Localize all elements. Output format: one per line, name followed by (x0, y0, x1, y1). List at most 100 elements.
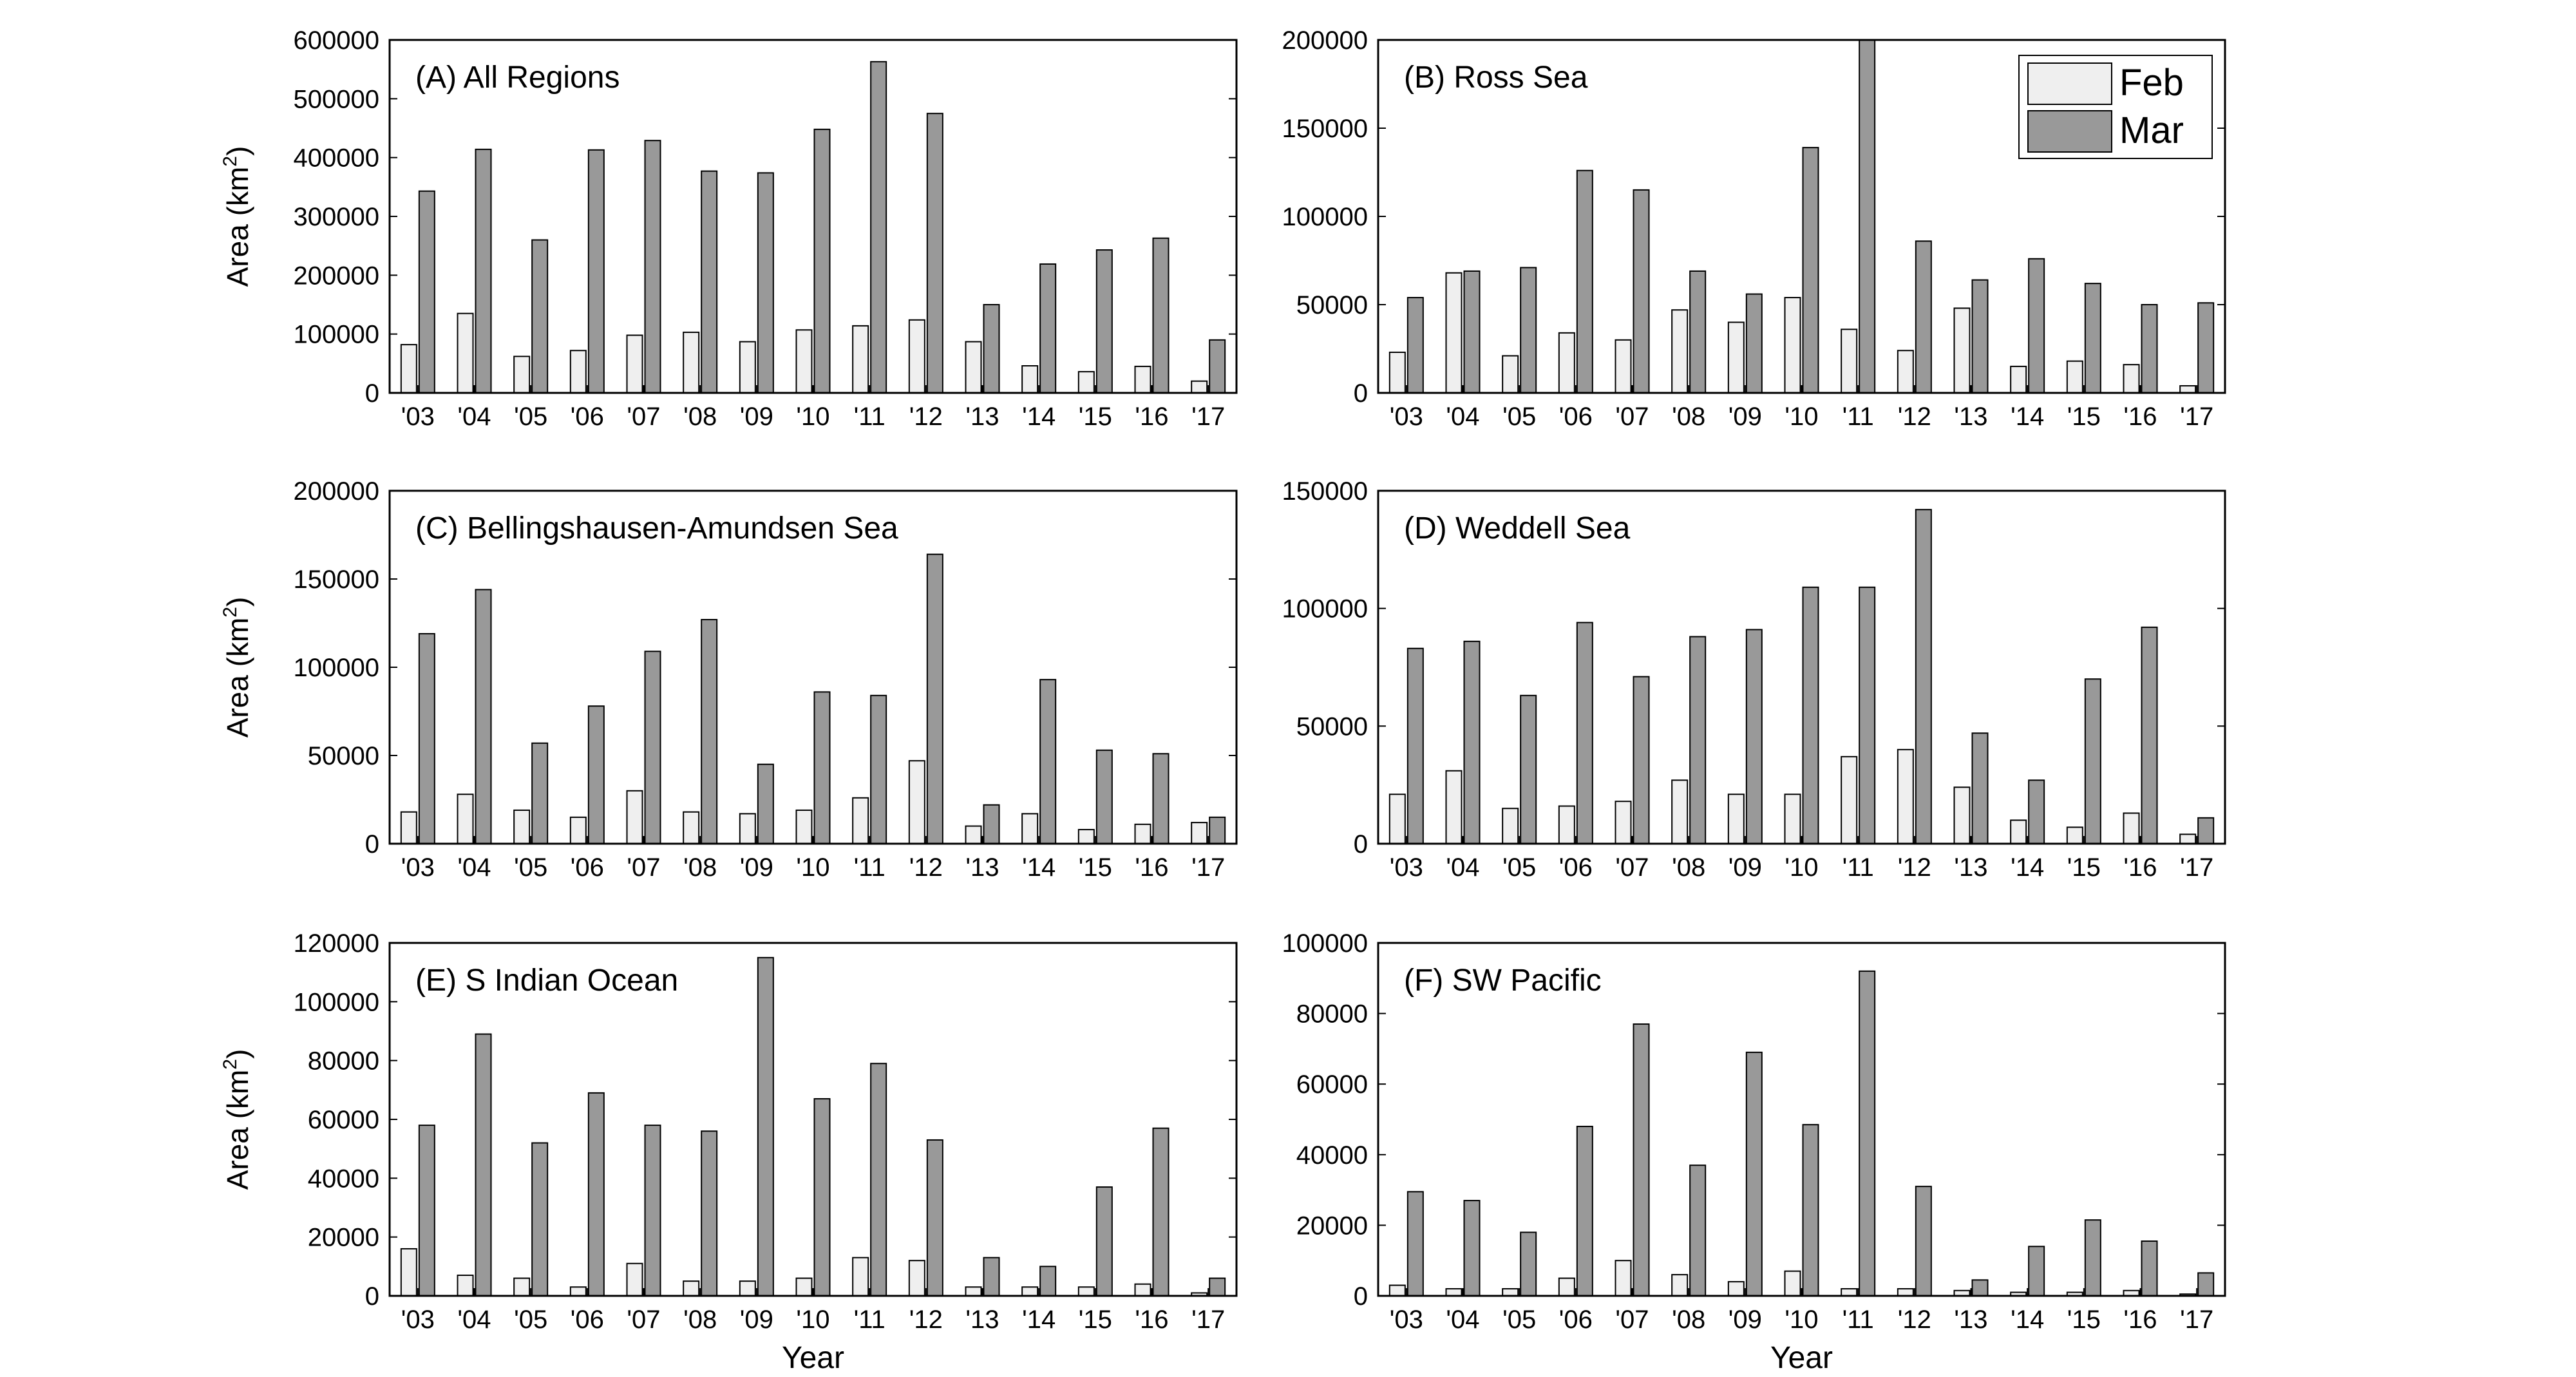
mar-bar (531, 742, 549, 844)
x-tick-label: '13 (1954, 853, 1987, 882)
feb-bar (457, 1275, 474, 1296)
feb-bar (1841, 328, 1858, 394)
mar-bar (1915, 1186, 1932, 1296)
mar-bar (926, 113, 943, 394)
mar-bar (1520, 267, 1537, 394)
mar-bar (1802, 147, 1819, 394)
mar-bar (2141, 304, 2158, 394)
y-tick-label: 100000 (294, 654, 379, 682)
mar-bar (2141, 626, 2158, 844)
x-tick-label: '11 (854, 1306, 886, 1334)
chart-panel-e: 0 20000 40000 60000 80000 100000 120000 '03 '04 '… (220, 929, 1238, 1375)
x-tick-label: '09 (1728, 853, 1762, 882)
mar-bar (1915, 240, 1932, 394)
mar-bar (587, 149, 605, 394)
x-tick-label: '04 (457, 853, 491, 882)
x-axis-label: Year (782, 1341, 844, 1375)
mar-bar (475, 1033, 492, 1296)
mar-bar (587, 705, 605, 845)
x-tick-label: '06 (571, 853, 604, 882)
y-tick-label: 20000 (1296, 1211, 1368, 1240)
mar-bar (1406, 1191, 1424, 1296)
y-tick-label: 120000 (294, 929, 379, 958)
mar-bar (2141, 1240, 2158, 1297)
mar-bar (701, 170, 718, 394)
mar-bar (1576, 169, 1593, 394)
feb-bar (1558, 332, 1575, 394)
feb-bar (2179, 833, 2197, 845)
x-tick-label: '17 (2180, 403, 2213, 431)
x-tick-label: '07 (1615, 403, 1649, 431)
x-tick-label: '16 (2123, 853, 2157, 882)
feb-bar (2123, 812, 2140, 845)
feb-bar (1897, 748, 1914, 845)
x-tick-label: '07 (1615, 853, 1649, 882)
x-tick-label: '14 (2011, 853, 2044, 882)
feb-bar (569, 816, 587, 845)
mar-bar (1859, 39, 1876, 394)
x-tick-label: '05 (514, 853, 547, 882)
x-tick-label: '08 (683, 853, 717, 882)
mar-bar (1520, 694, 1537, 844)
y-tick-label: 50000 (1296, 291, 1368, 319)
feb-bar (739, 813, 756, 845)
feb-bar (1558, 1277, 1575, 1296)
mar-bar (983, 804, 1000, 844)
x-tick-label: '12 (1898, 1306, 1931, 1334)
feb-bar (683, 331, 700, 394)
x-tick-label: '16 (1135, 403, 1168, 431)
mar-bar (1971, 279, 1989, 394)
feb-bar (908, 319, 925, 394)
feb-bar (965, 341, 982, 394)
y-tick-label: 0 (365, 830, 379, 859)
feb-bar (457, 312, 474, 394)
x-tick-label: '14 (1022, 1306, 1056, 1334)
x-tick-label: '05 (514, 1306, 547, 1334)
mar-bar (870, 694, 887, 844)
x-tick-label: '08 (1672, 1306, 1705, 1334)
feb-bar (2010, 365, 2027, 394)
x-tick-label: '06 (571, 1306, 604, 1334)
x-tick-label: '15 (1079, 1306, 1112, 1334)
mar-bar (1576, 622, 1593, 844)
feb-bar (1134, 1283, 1151, 1296)
y-tick-label: 100000 (1282, 595, 1368, 623)
mar-bar (870, 1063, 887, 1296)
feb-bar (1021, 1286, 1039, 1297)
x-tick-label: '08 (1672, 853, 1705, 882)
y-tick-label: 60000 (308, 1106, 379, 1134)
feb-bar (2123, 364, 2140, 394)
x-tick-label: '15 (2067, 853, 2101, 882)
feb-bar (1953, 307, 1971, 394)
x-tick-label: '14 (1022, 853, 1056, 882)
y-tick-label: 150000 (1282, 115, 1368, 143)
x-tick-label: '04 (1446, 1306, 1479, 1334)
y-tick-label: 40000 (308, 1164, 379, 1193)
feb-bar (626, 790, 643, 845)
x-tick-label: '08 (1672, 403, 1705, 431)
feb-bar (1615, 801, 1632, 844)
feb-bar (400, 344, 417, 394)
mar-bar (475, 148, 492, 394)
mar-bar (1745, 629, 1763, 845)
plot-frame (1377, 489, 2226, 845)
y-tick-label: 20000 (308, 1224, 379, 1252)
mar-bar (1209, 339, 1226, 394)
mar-bar (1689, 270, 1707, 394)
plot-frame (388, 39, 1238, 394)
feb-bar (1897, 1288, 1914, 1297)
x-tick-label: '13 (965, 403, 999, 431)
feb-bar (1445, 770, 1463, 845)
y-tick-label: 400000 (294, 144, 379, 173)
feb-bar (1191, 380, 1208, 394)
mar-bar (2084, 678, 2101, 845)
x-tick-label: '06 (571, 403, 604, 431)
mar-bar (1406, 297, 1424, 394)
mar-bar (1802, 1124, 1819, 1296)
feb-bar (1388, 1284, 1406, 1297)
feb-bar (795, 1277, 813, 1296)
panel-title: (D) Weddell Sea (1404, 511, 1631, 546)
x-tick-label: '11 (1842, 1306, 1874, 1334)
feb-bar (1841, 1288, 1858, 1297)
x-tick-label: '10 (1785, 1306, 1818, 1334)
